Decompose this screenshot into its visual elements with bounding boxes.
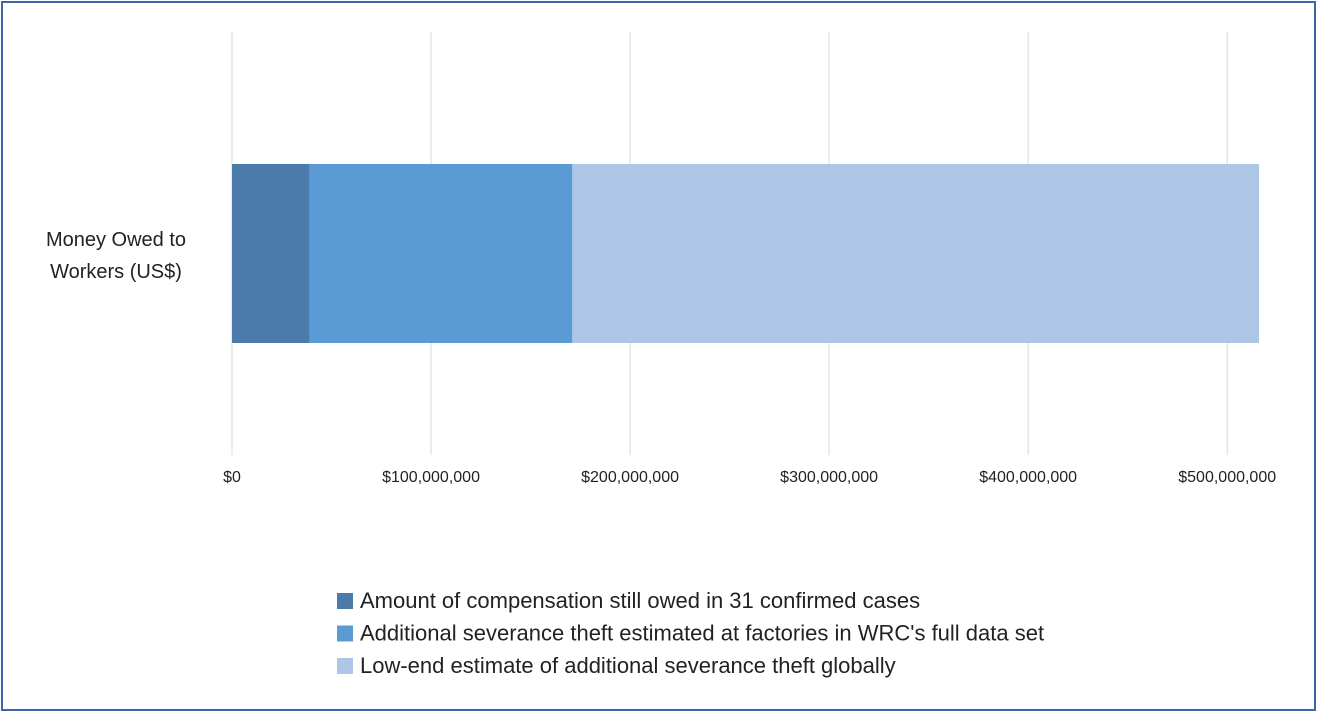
- x-tick-label: $200,000,000: [581, 469, 679, 486]
- x-tick-label: $100,000,000: [382, 469, 480, 486]
- bar-segment: [232, 164, 310, 343]
- legend-swatch: [337, 593, 353, 609]
- legend-label: Low-end estimate of additional severance…: [360, 653, 896, 678]
- bar-segment: [309, 164, 573, 343]
- category-label: Money Owed to Workers (US$): [45, 229, 187, 283]
- x-tick-label: $400,000,000: [979, 469, 1077, 486]
- x-tick-label: $500,000,000: [1178, 469, 1276, 486]
- bar-segment: [572, 164, 1260, 343]
- x-tick-label: $0: [223, 469, 241, 486]
- x-tick-label: $300,000,000: [780, 469, 878, 486]
- legend-label: Additional severance theft estimated at …: [360, 620, 1044, 645]
- legend-swatch: [337, 658, 353, 674]
- legend-swatch: [337, 625, 353, 642]
- legend-label: Amount of compensation still owed in 31 …: [360, 588, 920, 613]
